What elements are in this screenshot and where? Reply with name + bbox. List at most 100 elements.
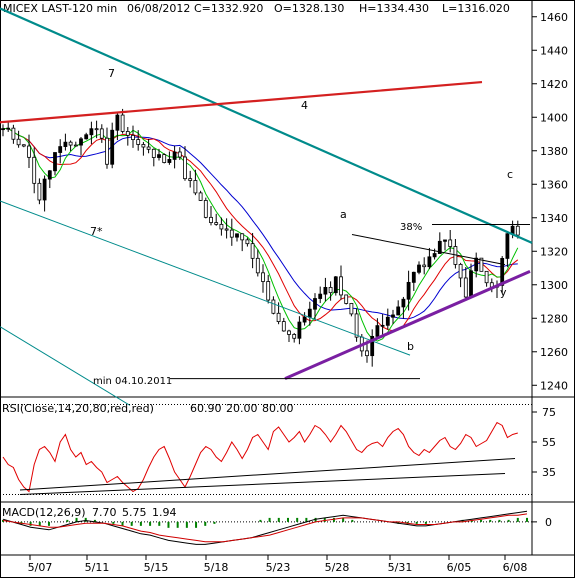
- candle-body: [157, 154, 161, 158]
- rsi-trendline-upper: [19, 458, 516, 491]
- candle-body: [448, 239, 453, 247]
- candle-body: [344, 294, 349, 304]
- price-tick-label: 1340: [540, 212, 568, 225]
- candle-body: [422, 264, 427, 268]
- rsi-level-high-text: 80.00: [262, 402, 294, 415]
- rsi-value: 60.90: [190, 402, 222, 415]
- price-tick-label: 1400: [540, 111, 568, 124]
- header-date: 06/08/2012: [127, 2, 190, 15]
- candle-body: [120, 114, 125, 132]
- candle-body: [27, 145, 31, 158]
- candle-body: [474, 257, 479, 272]
- green-moving-average: [2, 127, 519, 342]
- candle-body: [151, 148, 156, 158]
- candle-body: [276, 312, 281, 322]
- label-wave-b: b: [407, 340, 414, 353]
- candle-body: [162, 154, 167, 163]
- macd-value-2: 5.75: [122, 506, 147, 519]
- date-tick-label: 6/08: [503, 561, 528, 574]
- rsi-trendline-lower: [19, 473, 506, 495]
- candle-body: [63, 141, 68, 147]
- macd-value-1: 7.70: [92, 506, 117, 519]
- candle-body: [172, 151, 177, 160]
- candle-body: [484, 270, 489, 284]
- candle-body: [219, 223, 224, 230]
- price-tick-label: 1420: [540, 78, 568, 91]
- candle-body: [37, 182, 42, 201]
- red-moving-average: [2, 127, 519, 332]
- candle-body: [427, 256, 432, 268]
- candle-body: [437, 240, 442, 254]
- macd-signal-line: [2, 513, 528, 543]
- price-tick-label: 1280: [540, 312, 568, 325]
- price-tick-label: 1440: [540, 44, 568, 57]
- date-tick-label: 5/11: [85, 561, 110, 574]
- candle-body: [198, 192, 203, 201]
- date-tick-label: 5/23: [266, 561, 291, 574]
- rsi-label: RSI(Close,14,20,80,red,red): [2, 402, 154, 415]
- candle-body: [307, 308, 312, 318]
- candle-body: [411, 271, 416, 283]
- candle-body: [21, 144, 26, 147]
- date-tick-label: 5/28: [325, 561, 350, 574]
- candle-body: [84, 134, 89, 140]
- candle-body: [323, 286, 328, 295]
- candle-body: [99, 128, 104, 139]
- candle-body: [261, 272, 265, 282]
- lower-channel-line: [0, 326, 131, 406]
- candle-body: [469, 270, 473, 298]
- rsi-tick-label: 55: [542, 436, 556, 449]
- candle-body: [391, 314, 395, 318]
- candle-body: [68, 141, 73, 146]
- candle-body: [401, 298, 406, 308]
- price-tick-label: 1300: [540, 279, 568, 292]
- price-tick-label: 1240: [540, 379, 568, 392]
- date-tick-label: 5/07: [28, 561, 53, 574]
- label-trendline-7-star: 7*: [90, 225, 103, 238]
- candle-body: [94, 128, 99, 131]
- candle-body: [318, 293, 323, 299]
- candle-body: [339, 276, 343, 296]
- candle-body: [240, 233, 245, 241]
- price-tick-label: 1360: [540, 178, 568, 191]
- candle-body: [167, 159, 172, 163]
- candle-body: [229, 229, 234, 238]
- candle-body: [53, 152, 57, 172]
- candle-body: [245, 239, 250, 245]
- candle-body: [406, 281, 411, 300]
- candle-body: [209, 216, 213, 223]
- candle-body: [328, 286, 333, 294]
- candle-body: [141, 144, 146, 148]
- candle-body: [224, 228, 229, 231]
- candle-body: [131, 134, 135, 141]
- macd-value-3: 1.94: [152, 506, 177, 519]
- candle-body: [365, 350, 369, 357]
- header-open: O=1328.130: [274, 2, 344, 15]
- candle-body: [510, 225, 515, 235]
- label-trendline-4: 4: [301, 99, 308, 112]
- candle-body: [370, 335, 375, 357]
- candle-body: [79, 138, 83, 146]
- candle-body: [385, 316, 390, 326]
- candle-body: [417, 264, 421, 273]
- candle-body: [16, 138, 21, 146]
- candle-body: [500, 258, 505, 286]
- macd-tick-label: 0: [545, 516, 552, 529]
- candle-body: [115, 114, 120, 131]
- label-min-level: min 04.10.2011: [93, 376, 172, 387]
- candle-body: [292, 334, 297, 339]
- price-tick-label: 1380: [540, 145, 568, 158]
- price-tick-label: 1260: [540, 346, 568, 359]
- candle-body: [271, 299, 276, 314]
- label-wave-a: a: [340, 208, 347, 221]
- candle-body: [110, 129, 115, 165]
- label-fib-38: 38%: [400, 222, 422, 233]
- candle-body: [463, 277, 468, 298]
- candle-body: [281, 321, 286, 332]
- candle-body: [458, 263, 463, 279]
- date-tick-label: 5/18: [204, 561, 229, 574]
- candle-body: [73, 144, 78, 147]
- rsi-tick-label: 75: [542, 406, 556, 419]
- candle-body: [380, 324, 385, 327]
